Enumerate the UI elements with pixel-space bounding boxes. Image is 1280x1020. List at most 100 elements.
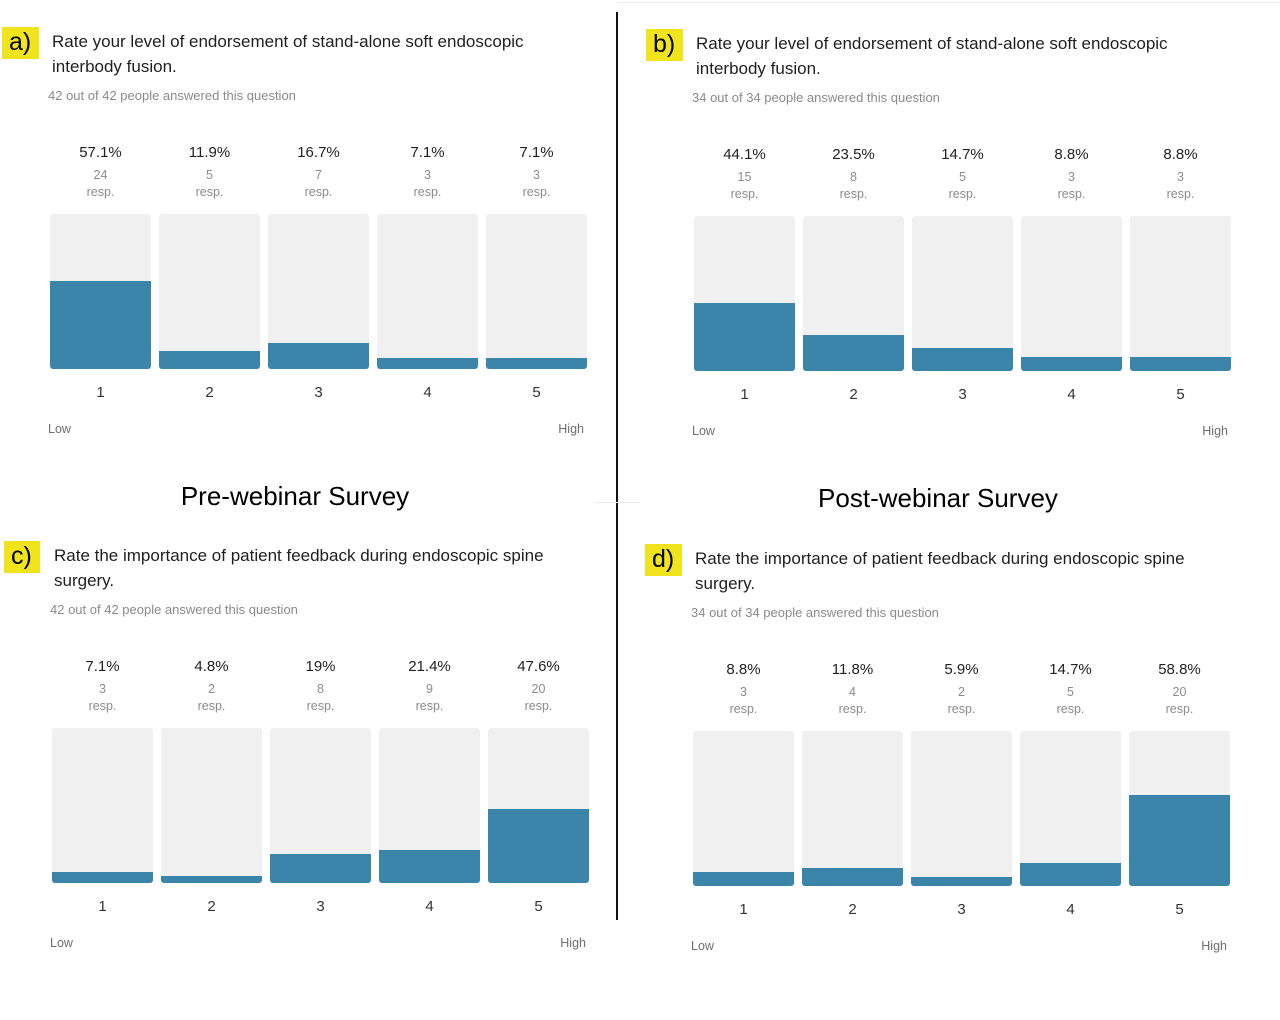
category-tick-label: 1 xyxy=(740,386,749,403)
response-count: 8 resp. xyxy=(803,169,904,203)
count-unit: resp. xyxy=(1166,187,1195,201)
bar-track xyxy=(912,216,1013,371)
response-count: 24 resp. xyxy=(50,167,151,201)
chart-title: Rate your level of endorsement of stand-… xyxy=(696,34,1168,78)
count-value: 15 xyxy=(737,170,752,184)
bar-data-label: 14.7% 5 resp. xyxy=(1020,661,1121,718)
category-tick-label: 2 xyxy=(205,384,214,401)
bar xyxy=(379,849,480,883)
category-tick-label: 5 xyxy=(532,384,541,401)
chart-panel-c: c) Rate the importance of patient feedbac… xyxy=(4,541,589,1001)
percent-label: 57.1% xyxy=(79,144,122,161)
category-tick-label: 4 xyxy=(1066,901,1075,918)
percent-label: 19% xyxy=(305,658,336,675)
count-value: 20 xyxy=(1172,685,1187,699)
post-webinar-title: Post-webinar Survey xyxy=(818,483,1058,513)
chart-subtitle: 34 out of 34 people answered this questi… xyxy=(692,90,940,105)
count-value: 5 xyxy=(206,168,213,182)
percent-label: 14.7% xyxy=(1049,661,1092,678)
panel-label: d) xyxy=(645,544,683,576)
bar xyxy=(1129,794,1230,886)
response-count: 9 resp. xyxy=(379,681,480,715)
bar xyxy=(1130,357,1231,371)
category-tick-label: 2 xyxy=(848,901,857,918)
count-value: 3 xyxy=(1068,170,1075,184)
bar-track xyxy=(1020,731,1121,886)
chart-panel-a: a) Rate your level of endorsement of stan… xyxy=(2,27,587,487)
count-value: 24 xyxy=(93,168,108,182)
bar-data-label: 16.7% 7 resp. xyxy=(268,144,369,201)
scale-high-label: High xyxy=(1201,939,1227,953)
count-unit: resp. xyxy=(1165,702,1194,716)
response-count: 2 resp. xyxy=(911,684,1012,718)
percent-label: 23.5% xyxy=(832,146,875,163)
response-count: 3 resp. xyxy=(377,167,478,201)
bar-track xyxy=(803,216,904,371)
count-value: 3 xyxy=(99,682,106,696)
bar-track xyxy=(488,728,589,883)
response-count: 3 resp. xyxy=(52,681,153,715)
count-unit: resp. xyxy=(195,185,224,199)
scale-high-label: High xyxy=(558,422,584,436)
percent-label: 8.8% xyxy=(726,661,761,678)
bar-data-label: 58.8% 20 resp. xyxy=(1129,661,1230,718)
category-tick-label: 4 xyxy=(425,898,434,915)
count-value: 4 xyxy=(849,685,856,699)
percent-label: 16.7% xyxy=(297,144,340,161)
bar-data-label: 8.8% 3 resp. xyxy=(693,661,794,718)
category-tick-label: 1 xyxy=(96,384,105,401)
bar xyxy=(694,302,795,371)
chart-title: Rate your level of endorsement of stand-… xyxy=(52,32,524,76)
category-tick-label: 5 xyxy=(1175,901,1184,918)
bar-data-label: 4.8% 2 resp. xyxy=(161,658,262,715)
bar xyxy=(803,334,904,371)
bar xyxy=(693,872,794,886)
count-unit: resp. xyxy=(730,187,759,201)
category-tick-label: 5 xyxy=(534,898,543,915)
percent-label: 58.8% xyxy=(1158,661,1201,678)
response-count: 3 resp. xyxy=(486,167,587,201)
bar-track xyxy=(693,731,794,886)
response-count: 20 resp. xyxy=(1129,684,1230,718)
percent-label: 11.9% xyxy=(188,144,231,161)
response-count: 8 resp. xyxy=(270,681,371,715)
response-count: 4 resp. xyxy=(802,684,903,718)
panel-label: c) xyxy=(4,541,40,573)
response-count: 3 resp. xyxy=(1130,169,1231,203)
percent-label: 5.9% xyxy=(944,661,979,678)
bar-data-label: 7.1% 3 resp. xyxy=(486,144,587,201)
percent-label: 44.1% xyxy=(723,146,766,163)
bar-data-label: 19% 8 resp. xyxy=(270,658,371,715)
response-count: 2 resp. xyxy=(161,681,262,715)
count-value: 3 xyxy=(740,685,747,699)
count-value: 8 xyxy=(850,170,857,184)
category-tick-label: 4 xyxy=(1067,386,1076,403)
bar-track xyxy=(486,214,587,369)
percent-label: 7.1% xyxy=(85,658,120,675)
scale-low-label: Low xyxy=(50,936,73,950)
bar-data-label: 7.1% 3 resp. xyxy=(52,658,153,715)
separator-line xyxy=(594,502,640,503)
bar-data-label: 14.7% 5 resp. xyxy=(912,146,1013,203)
bar-track xyxy=(159,214,260,369)
response-count: 5 resp. xyxy=(159,167,260,201)
bar-track xyxy=(694,216,795,371)
bar-data-label: 11.8% 4 resp. xyxy=(802,661,903,718)
bar-data-label: 44.1% 15 resp. xyxy=(694,146,795,203)
bar-track xyxy=(911,731,1012,886)
panel-divider xyxy=(616,12,618,920)
category-tick-label: 1 xyxy=(98,898,107,915)
response-count: 5 resp. xyxy=(912,169,1013,203)
count-unit: resp. xyxy=(88,699,117,713)
response-count: 20 resp. xyxy=(488,681,589,715)
count-unit: resp. xyxy=(838,702,867,716)
count-value: 3 xyxy=(533,168,540,182)
bar-track xyxy=(52,728,153,883)
percent-label: 14.7% xyxy=(941,146,984,163)
bar xyxy=(486,358,587,369)
count-unit: resp. xyxy=(839,187,868,201)
bar xyxy=(1021,357,1122,371)
chart-subtitle: 42 out of 42 people answered this questi… xyxy=(50,602,298,617)
category-tick-label: 5 xyxy=(1176,386,1185,403)
response-count: 5 resp. xyxy=(1020,684,1121,718)
